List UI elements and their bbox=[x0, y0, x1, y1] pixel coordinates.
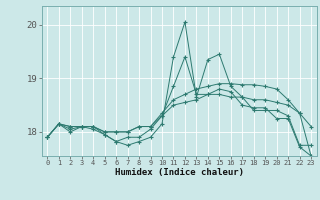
X-axis label: Humidex (Indice chaleur): Humidex (Indice chaleur) bbox=[115, 168, 244, 177]
